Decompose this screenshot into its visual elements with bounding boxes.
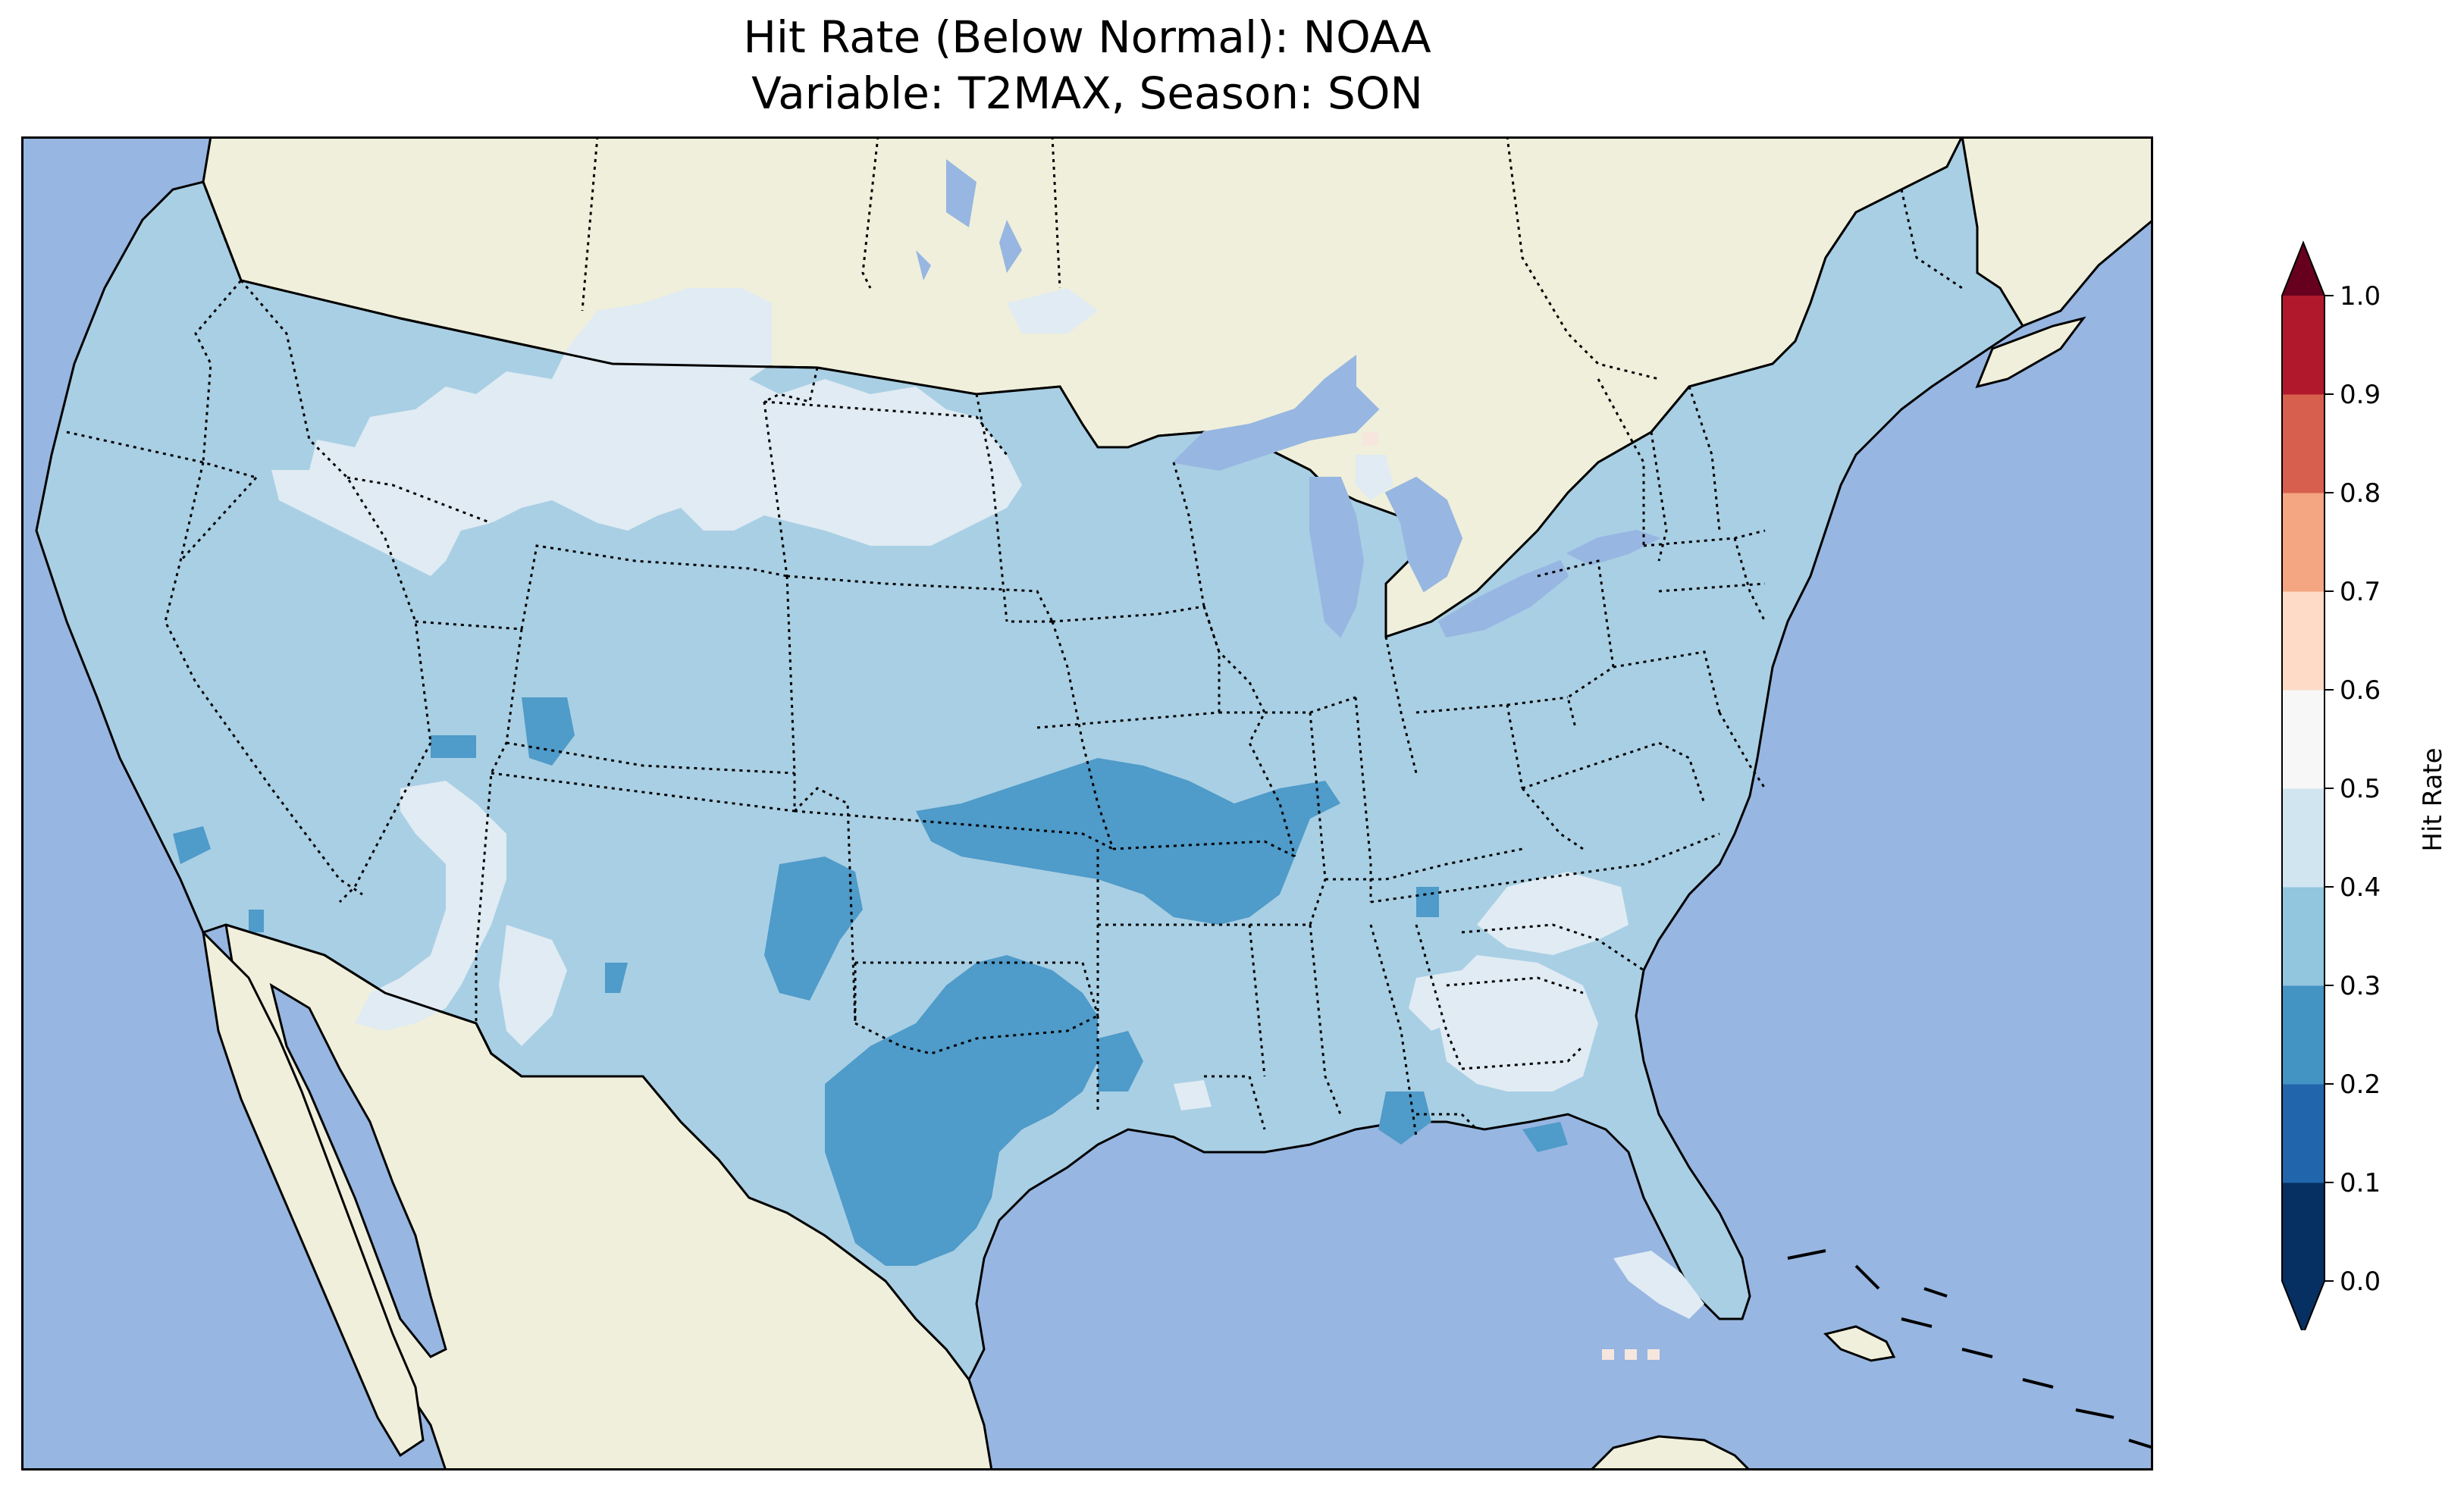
state-boundaries <box>66 181 1766 1138</box>
colorbar-tick-label: 0.3 <box>2340 971 2381 1001</box>
field-0.2-0.3-tennessee <box>1416 887 1439 917</box>
field-0.5-0.6-keys-2 <box>1625 1349 1637 1360</box>
field-0.2-0.3-nevada <box>173 826 264 932</box>
yucatan-land <box>1588 1435 1752 1471</box>
lake-huron <box>1384 476 1463 593</box>
field-0.2-0.3-kansas-missouri <box>916 758 1340 925</box>
field-0.4-0.5-arizona <box>499 925 567 1046</box>
colorbar-segment <box>2282 394 2324 493</box>
colorbar-segment <box>2282 296 2324 395</box>
colorbar-segment <box>2282 591 2324 691</box>
cuba <box>1823 1325 1896 1362</box>
colorbar-segment <box>2282 493 2324 592</box>
lake-erie <box>1437 559 1569 638</box>
colorbar-segment <box>2282 1182 2324 1282</box>
hit-rate-field <box>173 288 1704 1360</box>
colorbar-tick-label: 0.4 <box>2340 872 2381 903</box>
field-0.4-0.5-maine-coast <box>1007 288 1098 334</box>
colorbar-segment <box>2282 985 2324 1085</box>
colorbar-segment <box>2282 788 2324 888</box>
colorbar-tick-label: 0.0 <box>2340 1267 2381 1297</box>
field-0.5-0.6-michigan <box>1363 432 1378 446</box>
colorbar-tick-label: 0.7 <box>2340 577 2381 607</box>
gulf-of-california <box>269 982 447 1358</box>
colorbar: 0.0 0.1 0.2 0.3 0.4 0.5 0.6 0.7 0.8 0.9 1.0 Hit Ra… <box>2281 240 2448 1330</box>
field-0.4-0.5-southwest <box>355 781 506 1031</box>
lake-ontario <box>1566 529 1661 566</box>
colorbar-tick-label: 0.9 <box>2340 380 2381 410</box>
field-0.2-0.3-mississippi <box>1378 1092 1431 1145</box>
field-0.4-0.5-michigan <box>1356 455 1393 500</box>
colorbar-tick-label: 0.8 <box>2340 478 2381 509</box>
field-0.4-0.5-florida <box>1613 1251 1704 1319</box>
colorbar-extend-min <box>2282 1281 2324 1330</box>
lake-michigan <box>1309 477 1365 638</box>
colorbar-tick-label: 0.2 <box>2340 1070 2381 1100</box>
field-0.2-0.3-new-mexico <box>605 963 628 993</box>
colorbar-tick-label: 1.0 <box>2340 281 2381 312</box>
field-0.5-0.6-keys-3 <box>1647 1349 1660 1360</box>
colorbar-label: Hit Rate <box>2418 747 2448 851</box>
canada-lakes <box>916 159 1022 280</box>
field-0.4-0.5-carolinas <box>1477 872 1629 955</box>
field-0.2-0.3-arkansas <box>1098 1031 1143 1092</box>
field-0.2-0.3-florida-panhandle <box>1522 1122 1568 1152</box>
map-title-line1: Hit Rate (Below Normal): NOAA <box>743 11 1431 63</box>
great-lakes <box>1171 355 1661 638</box>
map-frame <box>21 136 2153 1471</box>
field-0.2-0.3-texas <box>825 955 1098 1266</box>
colorbar-tick-label: 0.1 <box>2340 1168 2381 1198</box>
baja-california <box>201 929 425 1458</box>
bahamas <box>1787 1249 2153 1449</box>
field-0.4-0.5-northwest <box>271 288 1022 576</box>
map-title-line2: Variable: T2MAX, Season: SON <box>751 67 1423 119</box>
field-0.4-0.5-louisiana <box>1174 1080 1212 1110</box>
canada-province-lines <box>581 136 1963 381</box>
colorbar-extend-max <box>2282 243 2324 296</box>
field-0.4-0.5-georgia <box>1439 955 1598 1092</box>
nova-scotia <box>1975 316 2086 389</box>
map-panel <box>21 136 2153 1471</box>
country-borders <box>225 317 818 1078</box>
colorbar-tick-label: 0.5 <box>2340 774 2381 804</box>
colorbar-segment <box>2282 1084 2324 1183</box>
lake-superior <box>1171 355 1380 471</box>
colorbar-tick-label: 0.6 <box>2340 675 2381 706</box>
colorbar-segment <box>2282 690 2324 789</box>
colorbar-segment <box>2282 887 2324 986</box>
field-0.4-0.5-alabama-strip <box>1409 970 1469 1031</box>
field-0.2-0.3-oklahoma-west <box>764 857 863 1001</box>
field-0.5-0.6-keys-1 <box>1602 1349 1614 1360</box>
